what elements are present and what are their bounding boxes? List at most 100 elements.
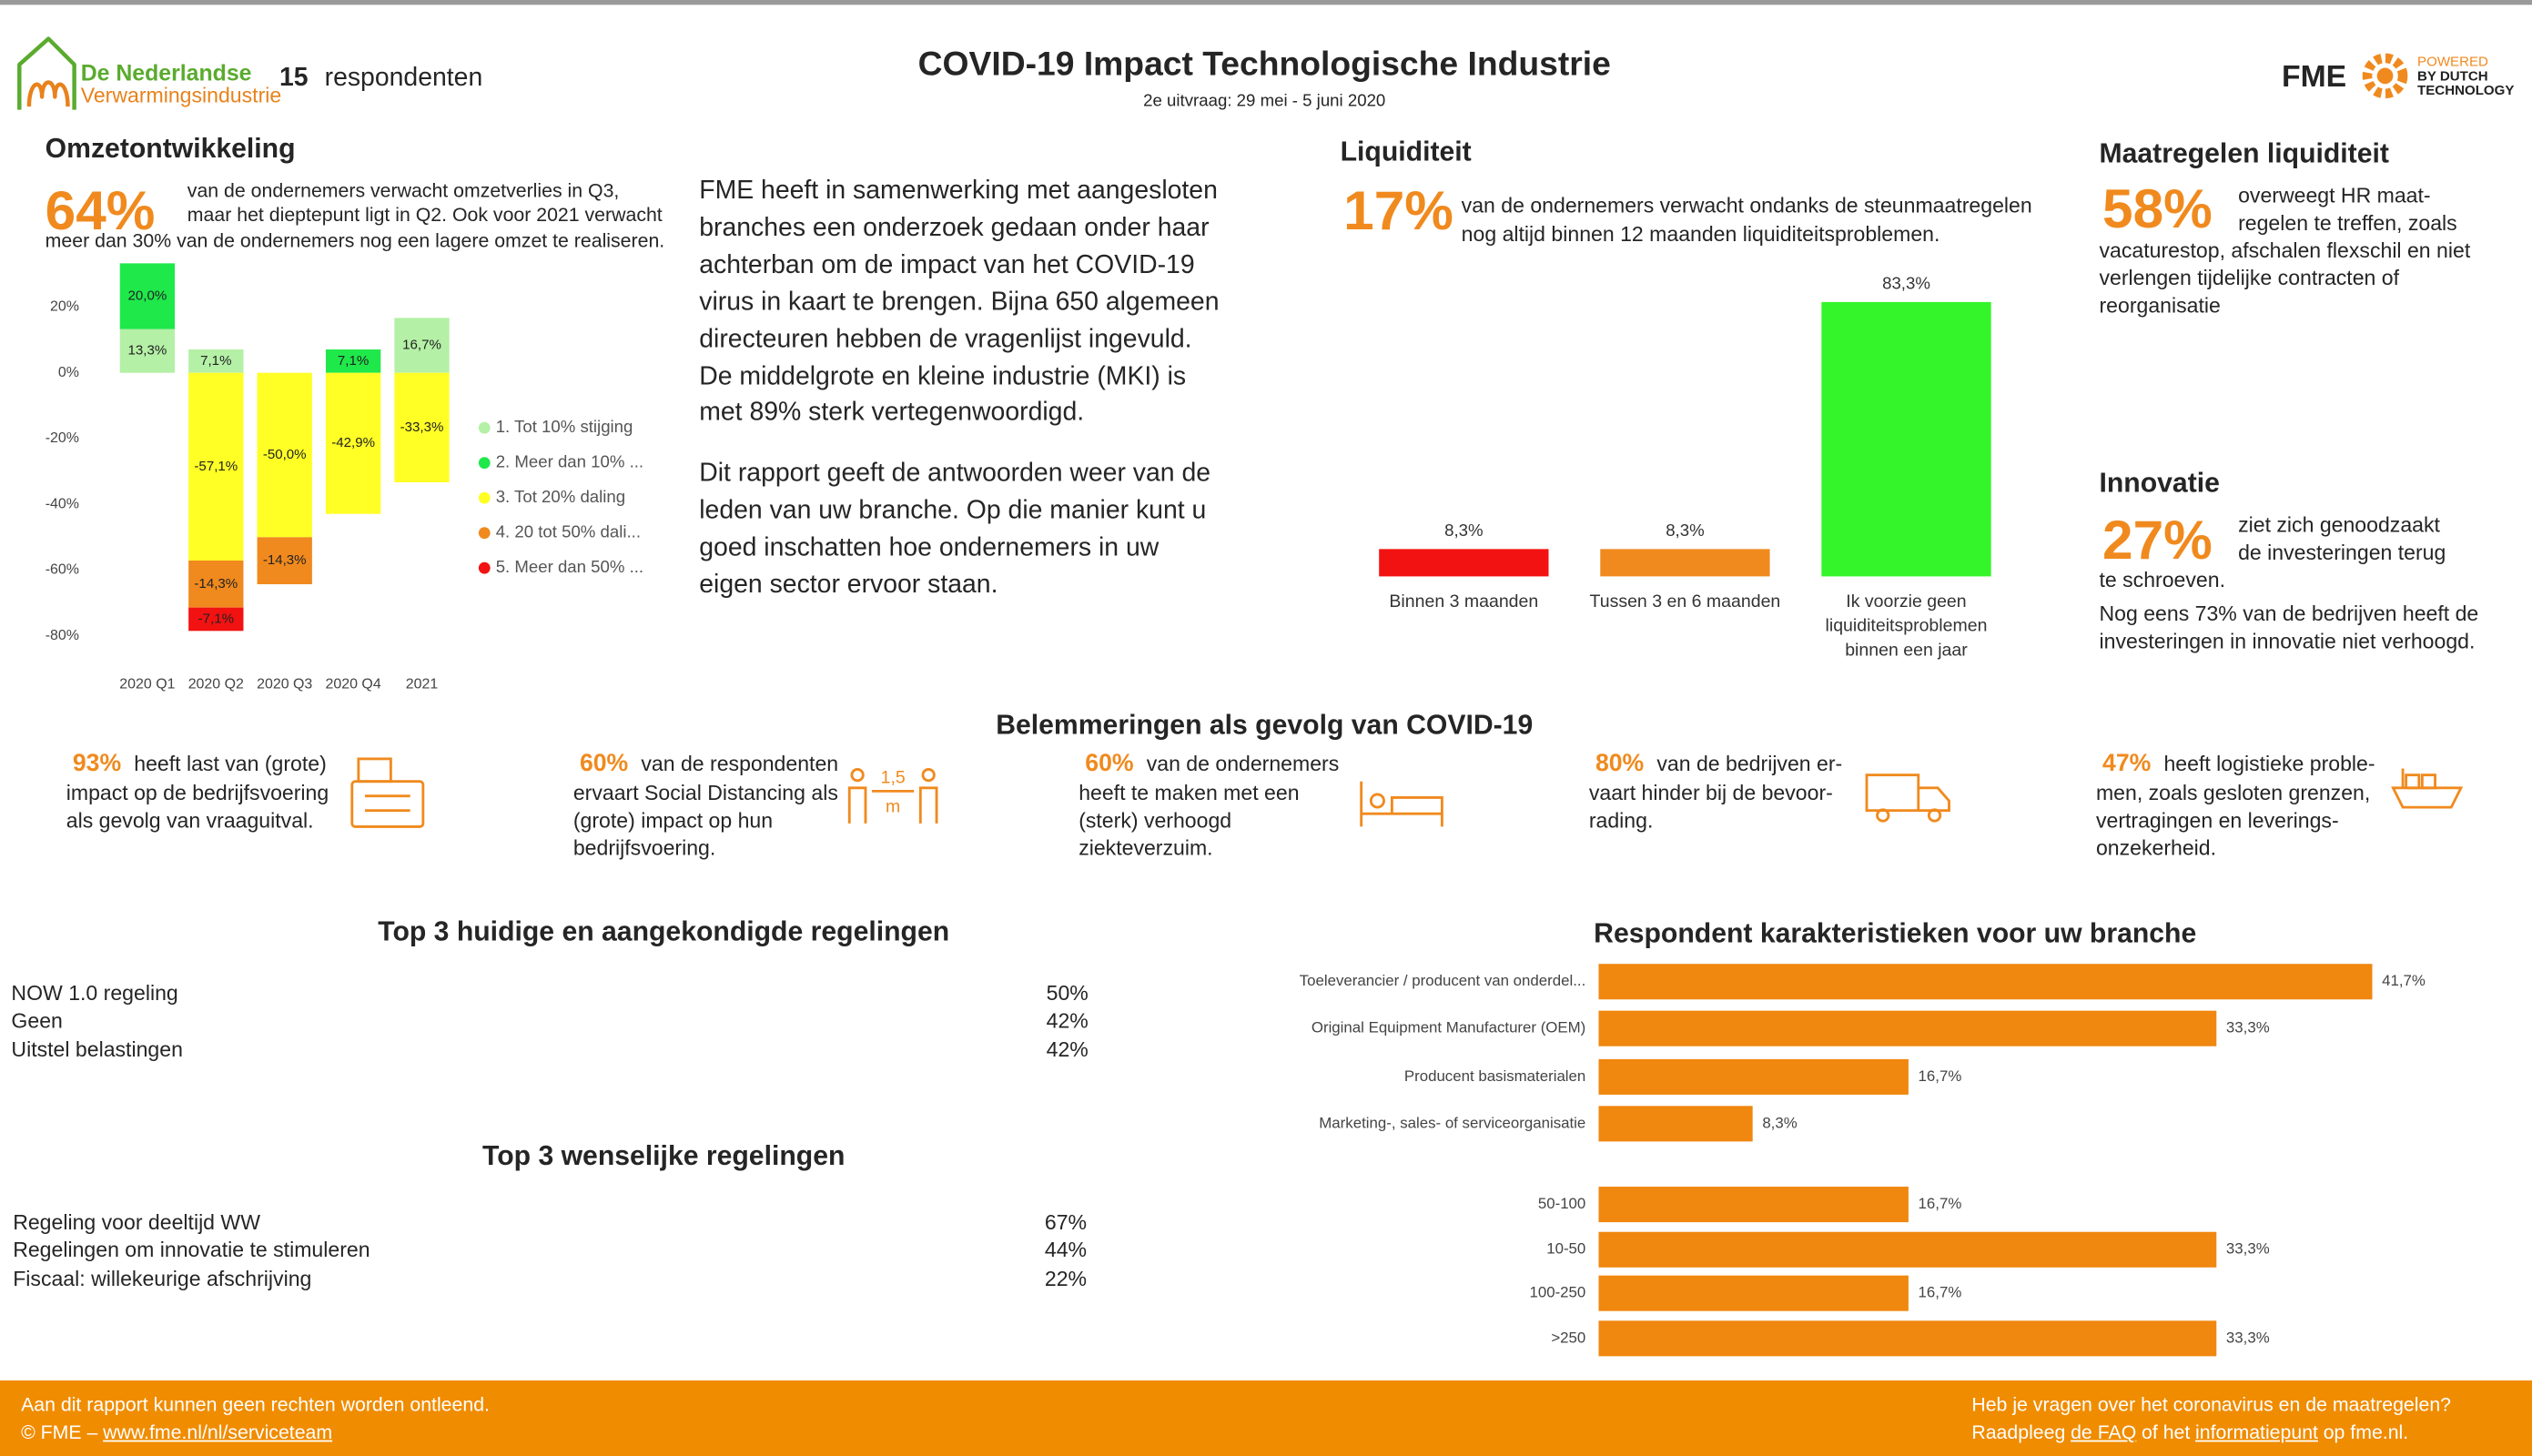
bar [1598, 1106, 1753, 1142]
obstacle-text: van de respondenten [641, 751, 839, 776]
bar [1821, 301, 1991, 577]
section-heading: Innovatie [2099, 467, 2220, 499]
section-heading: Maatregelen liquiditeit [2099, 137, 2389, 169]
x-tick-label: 2021 [406, 676, 439, 692]
footer-link[interactable]: de FAQ [2071, 1421, 2137, 1444]
bar [1598, 1187, 1909, 1223]
data-label: -57,1% [194, 459, 238, 474]
obstacle-text: (grote) impact op hun [572, 808, 774, 833]
bar [1600, 549, 1770, 577]
table-label: Geen [11, 1008, 63, 1034]
data-label: 83,3% [1882, 273, 1930, 292]
data-label: 33,3% [2226, 1240, 2270, 1258]
legend-swatch [478, 421, 491, 434]
section-heading: Belemmeringen als gevolg van COVID-19 [996, 709, 1534, 741]
bar-segment [188, 349, 244, 373]
section-heading: Liquiditeit [1340, 136, 1472, 167]
data-label: -14,3% [263, 552, 307, 568]
intro-text: leden van uw branche. Op die manier kunt… [699, 497, 1207, 525]
legend-label: 4. 20 tot 50% dali... [496, 522, 641, 541]
bar-segment [325, 372, 381, 514]
category-label: >250 [1551, 1329, 1585, 1346]
footer-text: © FME – [21, 1421, 98, 1444]
truck-icon [1865, 774, 1950, 823]
icon-label: m [886, 796, 900, 816]
category-label: 10-50 [1546, 1240, 1585, 1258]
y-tick-label: -80% [46, 628, 79, 643]
kpi-text: vacaturestop, afschalen flexschil en nie… [2099, 238, 2471, 263]
kpi-text: de investeringen terug [2238, 540, 2446, 565]
logo-icon [17, 36, 76, 110]
bar [1379, 549, 1549, 577]
section-heading: Omzetontwikkeling [45, 133, 296, 165]
data-label: 13,3% [128, 343, 167, 359]
intro-text: goed inschatten hoe ondernemers in uw [699, 533, 1160, 562]
obstacle-text: van de ondernemers [1146, 751, 1340, 776]
table-label: Uitstel belastingen [11, 1036, 183, 1061]
respondent-label: respondenten [324, 64, 483, 93]
kpi-text: nog altijd binnen 12 maanden liquiditeit… [1461, 221, 1940, 247]
obstacle-figure: 60% [1085, 750, 1134, 778]
footer-text: Raadpleeg [1971, 1421, 2066, 1444]
bar-segment [394, 372, 450, 482]
data-label: 7,1% [200, 353, 231, 369]
table-value: 44% [1044, 1238, 1088, 1263]
table-title: Top 3 wenselijke regelingen [482, 1140, 846, 1172]
kpi-text: Nog eens 73% van de bedrijven heeft de [2099, 601, 2479, 626]
top-rule [0, 0, 2532, 5]
intro-text: eigen sector ervoor staan. [699, 571, 998, 599]
data-label: 8,3% [1666, 521, 1704, 540]
bar-segment [188, 372, 244, 561]
kpi-text: maar het dieptepunt ligt in Q2. Ook voor… [187, 203, 663, 227]
bar-segment [257, 537, 312, 585]
intro-text: Dit rapport geeft de antwoorden weer van… [699, 460, 1211, 488]
x-tick-label: 2020 Q3 [257, 676, 312, 692]
footer-line: Raadpleeg de FAQ of het informatiepunt op fm… [1971, 1422, 2414, 1441]
obstacle-text: heeft last van (grote) [134, 751, 327, 776]
table-label: Regeling voor deeltijd WW [13, 1209, 260, 1235]
table-label: Fiscaal: willekeurige afschrijving [13, 1266, 312, 1290]
data-label: -50,0% [263, 447, 307, 462]
intro-text: achterban om de impact van het COVID-19 [699, 251, 1195, 279]
obstacle-text: als gevolg van vraaguitval. [66, 808, 314, 833]
page-title: COVID-19 Impact Technologische Industrie [917, 46, 1611, 84]
obstacle-text: ziekteverzuim. [1079, 835, 1213, 860]
x-tick-label: 2020 Q4 [326, 676, 381, 692]
y-tick-label: -40% [46, 496, 79, 511]
kpi-text: van de ondernemers verwacht ondanks de s… [1461, 193, 2032, 217]
obstacle-text: van de bedrijven er- [1656, 751, 1843, 776]
data-label: 16,7% [1919, 1195, 1962, 1212]
fme-gear [2362, 53, 2408, 99]
intro-text: De middelgrote en kleine industrie (MKI)… [699, 362, 1187, 390]
obstacle-text: men, zoals gesloten grenzen, [2095, 780, 2371, 805]
bar [1598, 964, 2373, 1000]
bar [1598, 1010, 2217, 1046]
table-title: Top 3 huidige en aangekondigde regelinge… [378, 915, 950, 947]
data-label: 8,3% [1444, 521, 1483, 540]
x-tick-label: 2020 Q1 [119, 676, 175, 692]
obstacle-text: vaart hinder bij de bevoor- [1588, 780, 1833, 805]
footer-bar [0, 1380, 2532, 1456]
category-label: Binnen 3 maanden [1389, 592, 1539, 612]
legend-swatch [478, 457, 491, 470]
footer-text: Heb je vragen over het coronavirus en de… [1971, 1393, 2452, 1417]
obstacle-text: impact op de bedrijfsvoering [66, 780, 329, 805]
bar [1598, 1058, 1909, 1095]
footer-line: © FME – www.fme.nl/nl/serviceteam [21, 1422, 338, 1441]
brand-tag: BY DUTCH [2417, 67, 2488, 84]
footer-link[interactable]: informatiepunt [2195, 1421, 2318, 1444]
category-label: Tussen 3 en 6 maanden [1589, 592, 1781, 612]
footer-link[interactable]: www.fme.nl/nl/serviceteam [103, 1421, 333, 1444]
bed-icon [1360, 781, 1443, 827]
legend-swatch [478, 561, 491, 574]
data-label: 16,7% [1919, 1067, 1962, 1085]
intro-text: FME heeft in samenwerking met aangeslote… [699, 177, 1218, 206]
obstacle-text: ervaart Social Distancing als [572, 780, 838, 805]
kpi-text: van de ondernemers verwacht omzetverlies… [187, 178, 620, 202]
category-label: 100-250 [1529, 1284, 1585, 1301]
ship-icon [2391, 768, 2464, 809]
table-value: 50% [1046, 980, 1089, 1006]
distance-icon [847, 768, 938, 824]
